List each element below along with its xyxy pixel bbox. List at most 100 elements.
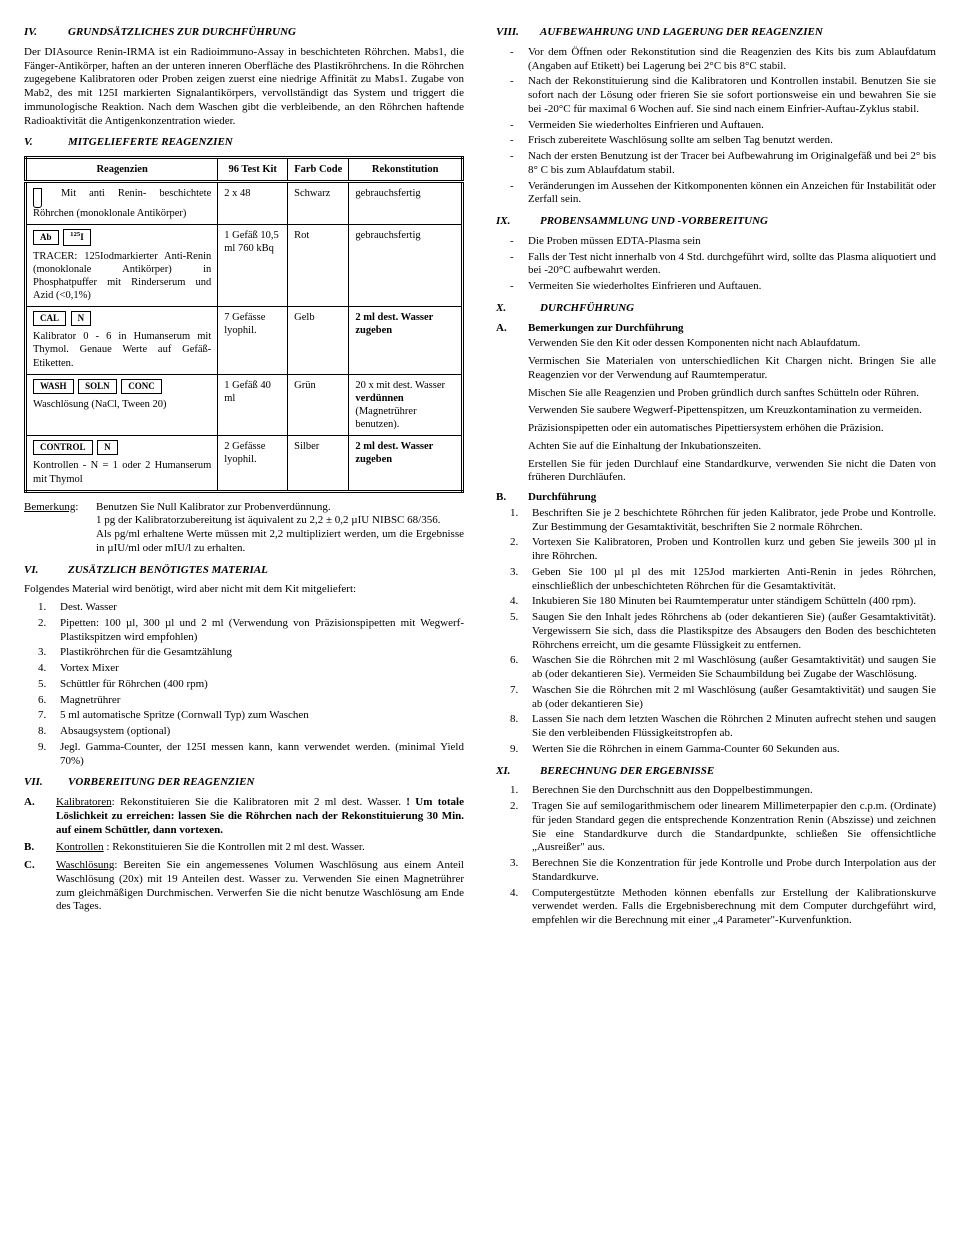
list-item: 4.Inkubieren Sie 180 Minuten bei Raumtem… [510, 595, 936, 609]
r5-color: Silber [288, 436, 349, 492]
remark-p2: 1 pg der Kalibratorzubereitung ist äquiv… [96, 514, 464, 528]
list-item: 8.Absaugsystem (optional) [38, 725, 464, 739]
list-item: 2.Pipetten: 100 µl, 300 µl und 2 ml (Ver… [38, 617, 464, 645]
x-b-label: B. [496, 491, 514, 505]
list-item: 1.Beschriften Sie je 2 beschichtete Röhr… [510, 507, 936, 535]
section-xi-head: XI. BERECHNUNG DER ERGEBNISSE [496, 765, 936, 779]
remark-block: Bemerkung: Benutzen Sie Null Kalibrator … [24, 501, 464, 556]
r5-kit: 2 Gefässe lyophil. [218, 436, 288, 492]
r3-recon: 2 ml dest. Wasser zugeben [355, 312, 433, 336]
list-item: 9.Jegl. Gamma-Counter, der 125I messen k… [38, 741, 464, 769]
remark-p3: Als pg/ml erhaltene Werte müssen mit 2,2… [96, 528, 464, 556]
x-b-head: B. Durchführung [496, 491, 936, 505]
tag-control: CONTROL [33, 440, 93, 455]
x-a-p7: Erstellen Sie für jeden Durchlauf eine S… [528, 458, 936, 486]
r3-desc: Kalibrator 0 - 6 in Humanserum mit Thymo… [33, 331, 211, 368]
r1-color: Schwarz [288, 182, 349, 225]
r4-recon: 20 x mit dest. Wasser verdünnen (Magnetr… [355, 380, 445, 430]
section-v-head: V. MITGELIEFERTE REAGENZIEN [24, 136, 464, 150]
tag-wash: WASH [33, 379, 74, 394]
x-a-p6: Achten Sie auf die Einhaltung der Inkuba… [528, 440, 936, 454]
list-item: 4.Vortex Mixer [38, 662, 464, 676]
list-item: 9.Werten Sie die Röhrchen in einem Gamma… [510, 743, 936, 757]
r4-desc: Waschlösung (NaCl, Tween 20) [33, 399, 167, 410]
section-x-num: X. [496, 302, 522, 316]
list-item: 4.Computergestützte Methoden können eben… [510, 887, 936, 928]
r2-kit: 1 Gefäß 10,5 ml 760 kBq [218, 225, 288, 307]
list-item: 3.Geben Sie 100 µl µl des mit 125Jod mar… [510, 566, 936, 594]
vii-a: A. Kalibratoren: Rekonstituieren Sie die… [24, 796, 464, 837]
section-xi-list: 1.Berechnen Sie den Durchschnitt aus den… [496, 784, 936, 928]
section-v-num: V. [24, 136, 50, 150]
r1-recon: gebrauchsfertig [349, 182, 463, 225]
x-a-p2: Vermischen Sie Materialen von unterschie… [528, 355, 936, 383]
list-item: Vermeiten Sie wiederholtes Einfrieren un… [510, 280, 936, 294]
tag-125i: 125I [63, 229, 91, 245]
section-vi-num: VI. [24, 564, 50, 578]
tag-soln: SOLN [78, 379, 117, 394]
r4-kit: 1 Gefäß 40 ml [218, 374, 288, 436]
list-item: Vor dem Öffnen oder Rekonstitution sind … [510, 46, 936, 74]
list-item: 6.Waschen Sie die Röhrchen mit 2 ml Wasc… [510, 654, 936, 682]
list-item: Nach der ersten Benutzung ist der Tracer… [510, 150, 936, 178]
remark-p1: Benutzen Sie Null Kalibrator zur Probenv… [96, 501, 464, 515]
section-viii-head: VIII. AUFBEWAHRUNG UND LAGERUNG DER REAG… [496, 26, 936, 40]
r3-color: Gelb [288, 307, 349, 375]
vii-b: B. Kontrollen : Rekonstituieren Sie die … [24, 841, 464, 855]
th-farb: Farb Code [288, 158, 349, 182]
vii-a-label: A. [24, 796, 42, 837]
list-item: 1.Dest. Wasser [38, 601, 464, 615]
list-item: 7.5 ml automatische Spritze (Cornwall Ty… [38, 709, 464, 723]
section-viii-title: AUFBEWAHRUNG UND LAGERUNG DER REAGENZIEN [540, 26, 823, 40]
r1-kit: 2 x 48 [218, 182, 288, 225]
section-v-title: MITGELIEFERTE REAGENZIEN [68, 136, 233, 150]
section-vii-head: VII. VORBEREITUNG DER REAGENZIEN [24, 776, 464, 790]
section-ix-head: IX. PROBENSAMMLUNG UND -VORBEREITUNG [496, 215, 936, 229]
list-item: 8.Lassen Sie nach dem letzten Waschen di… [510, 713, 936, 741]
list-item: 2.Vortexen Sie Kalibratoren, Proben und … [510, 536, 936, 564]
section-xi-num: XI. [496, 765, 522, 779]
x-b-title: Durchführung [528, 491, 596, 505]
vii-c-label: C. [24, 859, 42, 914]
section-vi-list: 1.Dest. Wasser 2.Pipetten: 100 µl, 300 µl… [24, 601, 464, 768]
vii-c: C. Waschlösung: Bereiten Sie ein angemes… [24, 859, 464, 914]
list-item: Frisch zubereitete Waschlösung sollte am… [510, 134, 936, 148]
section-xi-title: BERECHNUNG DER ERGEBNISSE [540, 765, 714, 779]
section-viii-list: Vor dem Öffnen oder Rekonstitution sind … [496, 46, 936, 207]
list-item: 5.Saugen Sie den Inhalt jedes Röhrchens … [510, 611, 936, 652]
x-b-list: 1.Beschriften Sie je 2 beschichtete Röhr… [496, 507, 936, 757]
vii-b-label: B. [24, 841, 42, 855]
section-vi-head: VI. ZUSÄTZLICH BENÖTIGTES MATERIAL [24, 564, 464, 578]
x-a-p1: Verwenden Sie den Kit oder dessen Kompon… [528, 337, 936, 351]
tube-icon [33, 188, 42, 208]
section-ix-title: PROBENSAMMLUNG UND -VORBEREITUNG [540, 215, 768, 229]
x-a-p4: Verwenden Sie saubere Wegwerf-Pipettensp… [528, 404, 936, 418]
x-a-title: Bemerkungen zur Durchführung [528, 322, 683, 336]
table-row: Ab 125I TRACER: 125Iodmarkierter Anti-Re… [26, 225, 463, 307]
section-iv-body: Der DIAsource Renin-IRMA ist ein Radioim… [24, 46, 464, 129]
tag-cal: CAL [33, 311, 66, 326]
list-item: Falls der Test nicht innerhalb von 4 Std… [510, 251, 936, 279]
x-a-label: A. [496, 322, 514, 336]
vii-b-body: Kontrollen : Rekonstituieren Sie die Kon… [56, 841, 464, 855]
section-vii-title: VORBEREITUNG DER REAGENZIEN [68, 776, 254, 790]
r3-kit: 7 Gefässe lyophil. [218, 307, 288, 375]
table-row: CAL N Kalibrator 0 - 6 in Humanserum mit… [26, 307, 463, 375]
remark-label: Bemerkung [24, 501, 75, 513]
r5-desc: Kontrollen - N = 1 oder 2 Humanserum mit… [33, 460, 211, 484]
x-a-p3: Mischen Sie alle Reagenzien und Proben g… [528, 387, 936, 401]
tag-ab: Ab [33, 230, 59, 245]
list-item: 5.Schüttler für Röhrchen (400 rpm) [38, 678, 464, 692]
th-reagenzien: Reagenzien [26, 158, 218, 182]
r4-color: Grün [288, 374, 349, 436]
r2-color: Rot [288, 225, 349, 307]
section-x-head: X. DURCHFÜHRUNG [496, 302, 936, 316]
section-viii-num: VIII. [496, 26, 522, 40]
list-item: 3.Berechnen Sie die Konzentration für je… [510, 857, 936, 885]
list-item: 3.Plastikröhrchen für die Gesamtzählung [38, 646, 464, 660]
list-item: 6.Magnetrührer [38, 694, 464, 708]
list-item: Veränderungen im Aussehen der Kitkompone… [510, 180, 936, 208]
list-item: Die Proben müssen EDTA-Plasma sein [510, 235, 936, 249]
vii-a-body: Kalibratoren: Rekonstituieren Sie die Ka… [56, 796, 464, 837]
section-vii-num: VII. [24, 776, 50, 790]
